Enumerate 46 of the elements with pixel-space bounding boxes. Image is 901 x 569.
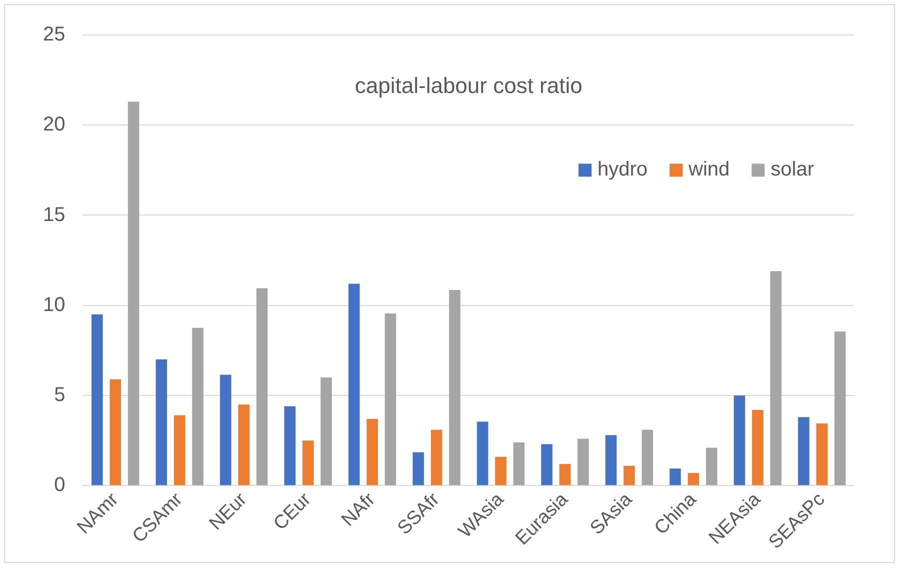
bar [430, 430, 442, 486]
bar [495, 456, 506, 486]
bar [192, 328, 204, 486]
legend-label: wind [688, 158, 730, 181]
bar [688, 472, 700, 486]
bar [156, 359, 168, 486]
bar [92, 314, 103, 486]
bar [624, 466, 635, 486]
bar [256, 288, 268, 486]
bar [412, 452, 424, 486]
bar [384, 313, 396, 486]
bar [238, 404, 250, 486]
bar [348, 284, 360, 486]
bar [642, 430, 654, 486]
bar [110, 379, 122, 486]
bar [320, 377, 332, 486]
bar [541, 444, 552, 486]
bar [834, 331, 846, 486]
bar [605, 435, 617, 486]
bar [706, 448, 718, 486]
bar [284, 406, 296, 486]
y-tick-label: 10 [42, 294, 66, 316]
y-tick-label: 20 [42, 114, 66, 136]
bar [559, 464, 571, 486]
bar [476, 422, 488, 486]
bar [578, 438, 589, 486]
bar [770, 271, 782, 486]
bar [734, 395, 746, 486]
text: capital-labour cost ratio [354, 72, 582, 98]
bar [816, 423, 828, 486]
bar [128, 102, 140, 486]
bar [174, 415, 186, 486]
y-tick-label: 15 [42, 204, 66, 226]
y-tick-label: 0 [54, 474, 66, 496]
legend-label: hydro [597, 158, 648, 181]
bar [752, 410, 764, 486]
y-tick-label: 5 [54, 384, 66, 406]
bar [302, 440, 314, 486]
bar [449, 290, 460, 486]
y-tick-label: 25 [42, 24, 66, 46]
bar [798, 417, 810, 486]
bar [220, 374, 232, 486]
legend-label: solar [770, 158, 814, 181]
bar [513, 442, 525, 486]
bar [670, 468, 681, 486]
bar [366, 418, 378, 486]
